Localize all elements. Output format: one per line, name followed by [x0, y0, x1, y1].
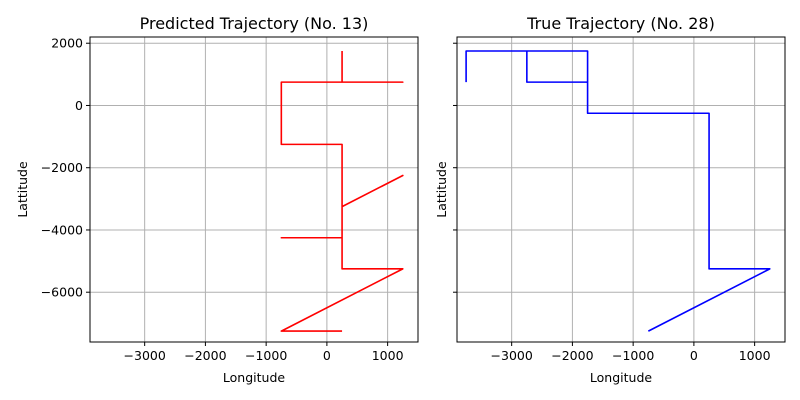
predicted-y-tick-label: −6000	[41, 285, 83, 300]
predicted-y-tick-label: 2000	[51, 36, 83, 51]
true-trajectory-line	[465, 50, 771, 332]
true-plot-frame	[456, 36, 786, 343]
true-x-tick-label: −3000	[491, 348, 533, 363]
true-x-tick-label: −1000	[612, 348, 654, 363]
true-x-tick-label: 1000	[739, 348, 771, 363]
predicted-y-tick-label: 0	[75, 98, 83, 113]
true-x-axis-label: Longitude	[590, 370, 652, 385]
true-x-tick-label: 0	[690, 348, 698, 363]
predicted-x-tick-label: −1000	[245, 348, 287, 363]
predicted-chart-title: Predicted Trajectory (No. 13)	[140, 14, 369, 33]
true-x-tick-label: −2000	[551, 348, 593, 363]
predicted-x-axis-label: Longitude	[223, 370, 285, 385]
predicted-x-tick-label: 1000	[372, 348, 404, 363]
predicted-y-tick-label: −2000	[41, 160, 83, 175]
predicted-x-tick-label: 0	[323, 348, 331, 363]
predicted-trajectory-chart: −3000 −2000 −1000 0 1000 2000 0 −2000 −4000 −6000…	[15, 14, 419, 385]
true-trajectory-chart: −3000 −2000 −1000 0 1000 True Trajectory (No.…	[434, 14, 786, 385]
predicted-x-tick-label: −3000	[124, 348, 166, 363]
true-y-axis-label: Lattitude	[434, 161, 449, 218]
predicted-y-tick-label: −4000	[41, 222, 83, 237]
predicted-plot-frame	[89, 36, 419, 343]
predicted-y-axis-label: Lattitude	[15, 161, 30, 218]
true-chart-title: True Trajectory (No. 28)	[526, 14, 715, 33]
predicted-trajectory-line	[280, 51, 404, 332]
predicted-x-tick-label: −2000	[184, 348, 226, 363]
